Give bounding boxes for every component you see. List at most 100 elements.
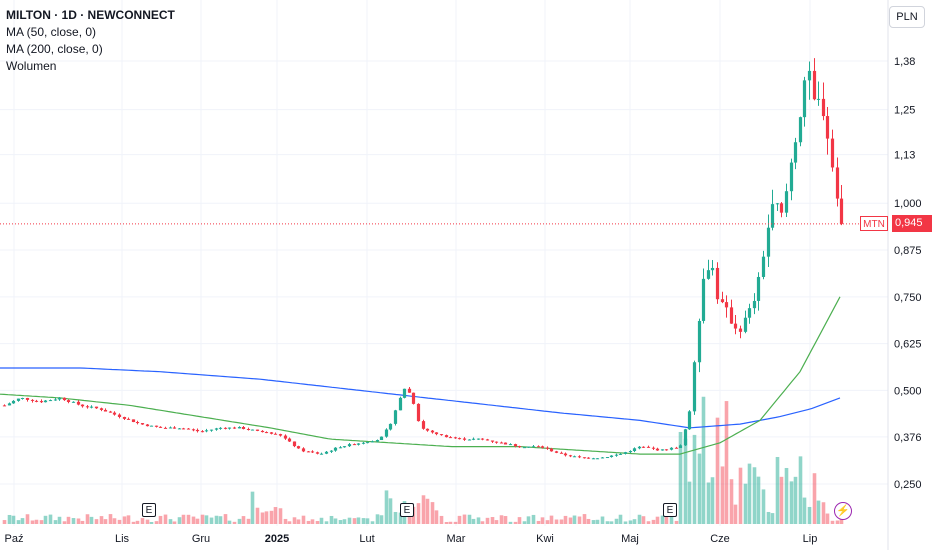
- candle-body: [697, 320, 702, 363]
- volume-bar: [319, 517, 324, 524]
- volume-bar: [370, 521, 375, 524]
- candle-body: [301, 448, 306, 452]
- volume-bar: [549, 515, 554, 524]
- volume-bar: [126, 515, 131, 524]
- lightning-icon[interactable]: ⚡: [834, 502, 852, 520]
- candle-body: [375, 440, 380, 442]
- volume-bar: [287, 521, 292, 524]
- volume-bar: [209, 517, 214, 524]
- volume-bar: [250, 491, 255, 524]
- volume-bar: [526, 516, 531, 524]
- candle-body: [568, 455, 573, 457]
- volume-bar: [237, 518, 242, 524]
- volume-bar: [352, 518, 357, 524]
- candle-body: [57, 397, 62, 400]
- legend-title[interactable]: MILTON · 1D · NEWCONNECT: [6, 8, 175, 22]
- volume-bar: [135, 520, 140, 524]
- volume-bar: [379, 515, 384, 524]
- candle-body: [195, 429, 200, 432]
- candle-body: [632, 448, 637, 452]
- earnings-badge[interactable]: E: [663, 503, 677, 517]
- volume-bar: [20, 518, 25, 524]
- candle-body: [572, 456, 577, 458]
- candle-body: [241, 427, 246, 430]
- candle-body: [48, 400, 53, 402]
- legend-ma50[interactable]: MA (50, close, 0): [6, 25, 97, 39]
- candle-body: [411, 392, 416, 404]
- volume-bar: [683, 438, 688, 524]
- volume-bar: [416, 503, 421, 524]
- candle-body: [582, 457, 587, 459]
- earnings-badge[interactable]: E: [400, 503, 414, 517]
- volume-bar: [462, 514, 467, 524]
- candle-body: [154, 425, 159, 427]
- volume-bar: [365, 518, 370, 524]
- candle-body: [209, 429, 214, 431]
- candlesticks: [2, 58, 844, 460]
- candle-body: [250, 429, 255, 431]
- candle-body: [264, 432, 269, 434]
- volume-bar: [398, 512, 403, 524]
- volume-bar: [439, 515, 444, 524]
- candle-body: [2, 405, 7, 407]
- candle-body: [655, 448, 660, 451]
- candle-body: [80, 404, 85, 407]
- volume-bar: [89, 516, 94, 524]
- volume-bar: [149, 521, 154, 524]
- candle-body: [517, 446, 522, 448]
- y-tick-label: 0,500: [894, 385, 922, 397]
- volume-bar: [181, 514, 186, 524]
- candle-body: [393, 410, 398, 424]
- y-tick-label: 1,38: [894, 56, 915, 68]
- volume-bar: [375, 514, 380, 524]
- candle-body: [798, 117, 803, 143]
- candle-body: [669, 447, 674, 450]
- volume-bar: [582, 514, 587, 524]
- candle-body: [462, 438, 467, 440]
- candle-body: [135, 422, 140, 424]
- candle-body: [425, 428, 430, 431]
- candle-body: [177, 428, 182, 430]
- legend-ma200[interactable]: MA (200, close, 0): [6, 42, 103, 56]
- currency-button[interactable]: PLN: [889, 6, 925, 28]
- volume-bar: [122, 516, 127, 524]
- volume-bar: [835, 520, 840, 524]
- candle-body: [733, 323, 738, 329]
- candle-body: [287, 438, 292, 442]
- candle-body: [559, 452, 564, 454]
- volume-bar: [752, 467, 757, 524]
- candle-body: [531, 446, 536, 448]
- volume-bars: [2, 396, 844, 524]
- y-tick-label: 0,250: [894, 479, 922, 491]
- candle-body: [7, 403, 12, 406]
- volume-bar: [692, 434, 697, 524]
- candle-body: [402, 388, 407, 398]
- candle-body: [398, 397, 403, 411]
- volume-bar: [485, 517, 490, 524]
- volume-bar: [471, 518, 476, 524]
- volume-bar: [39, 520, 44, 524]
- earnings-badge[interactable]: E: [142, 503, 156, 517]
- candle-body: [600, 457, 605, 459]
- legend-volume[interactable]: Wolumen: [6, 59, 57, 73]
- x-tick-label: Paź: [5, 533, 24, 545]
- volume-bar: [701, 396, 706, 524]
- candle-body: [563, 453, 568, 456]
- x-tick-label: Gru: [192, 533, 210, 545]
- volume-bar: [448, 521, 453, 524]
- candle-body: [158, 426, 163, 428]
- volume-bar: [756, 476, 761, 524]
- volume-bar: [273, 507, 278, 524]
- volume-bar: [246, 518, 251, 524]
- x-tick-label: Mar: [447, 533, 466, 545]
- volume-bar: [444, 521, 449, 524]
- candle-body: [715, 267, 720, 300]
- volume-bar: [669, 516, 674, 524]
- x-tick-label: Cze: [710, 533, 730, 545]
- candle-body: [94, 406, 99, 409]
- candle-body: [99, 408, 104, 410]
- candle-body: [315, 452, 320, 454]
- volume-bar: [195, 518, 200, 524]
- volume-bar: [632, 519, 637, 524]
